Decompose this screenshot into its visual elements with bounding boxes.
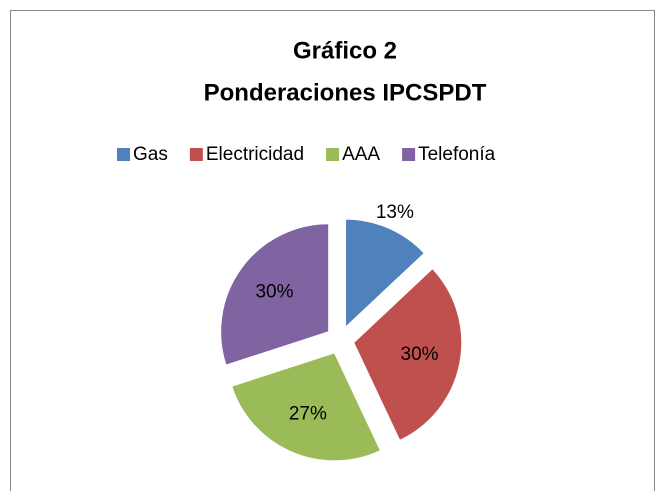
chart-title: Ponderaciones IPCSPDT	[204, 79, 487, 106]
data-label: 27%	[289, 403, 327, 424]
legend-swatch	[326, 148, 340, 161]
legend-swatch	[189, 148, 203, 161]
pie-slice	[231, 352, 382, 462]
legend-label: Gas	[133, 144, 168, 165]
legend-label: Telefonía	[418, 144, 496, 165]
legend-label: AAA	[342, 144, 380, 165]
pie-slice	[353, 267, 463, 442]
data-label: 13%	[376, 202, 414, 223]
pie-slice	[220, 223, 330, 366]
pie-slice	[345, 218, 425, 329]
data-label: 30%	[401, 344, 439, 365]
data-label: 30%	[255, 281, 293, 302]
legend-swatch	[117, 148, 130, 161]
chart-border	[10, 10, 655, 491]
chart-title: Gráfico 2	[293, 37, 397, 64]
legend-label: Electricidad	[206, 144, 304, 165]
legend-swatch	[402, 148, 416, 161]
